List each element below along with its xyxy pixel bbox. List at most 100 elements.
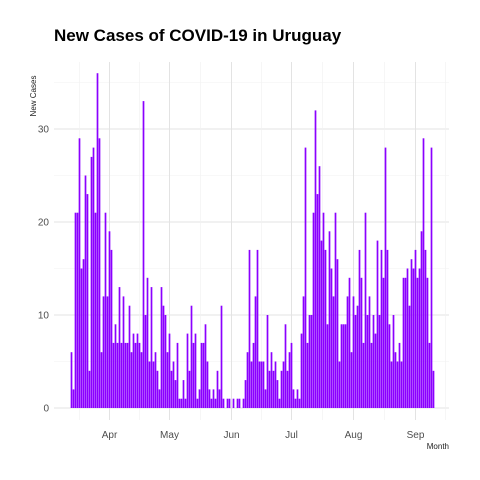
bar	[421, 231, 423, 408]
bar	[379, 315, 381, 408]
bar	[189, 371, 191, 408]
bar	[215, 399, 217, 408]
bar	[119, 287, 121, 408]
bar	[361, 278, 363, 408]
bar	[397, 362, 399, 409]
bar	[351, 352, 353, 408]
bar	[287, 371, 289, 408]
bar	[187, 334, 189, 408]
bar	[77, 213, 79, 408]
bar	[315, 110, 317, 408]
bar	[327, 324, 329, 408]
bar	[99, 138, 101, 408]
x-axis-label: Month	[427, 442, 449, 451]
bar	[403, 278, 405, 408]
bar	[75, 213, 77, 408]
bar	[199, 389, 201, 408]
bar	[173, 362, 175, 409]
y-axis-label: New Cases	[29, 76, 38, 117]
bar	[111, 250, 113, 408]
bar	[365, 213, 367, 408]
bar	[385, 148, 387, 408]
bar	[313, 213, 315, 408]
bar	[331, 269, 333, 409]
bar	[127, 343, 129, 408]
bar	[319, 166, 321, 408]
bar	[389, 324, 391, 408]
bar	[291, 343, 293, 408]
y-tick-label: 10	[38, 311, 50, 322]
bar	[155, 352, 157, 408]
bar	[253, 343, 255, 408]
bar	[115, 324, 117, 408]
bar	[349, 278, 351, 408]
bar	[217, 371, 219, 408]
bar	[267, 315, 269, 408]
bar	[391, 362, 393, 409]
bar	[161, 287, 163, 408]
bar	[229, 399, 231, 408]
bar	[105, 213, 107, 408]
bar	[251, 362, 253, 409]
bar	[213, 389, 215, 408]
bar	[107, 296, 109, 408]
bar	[223, 399, 225, 408]
bar	[425, 250, 427, 408]
bar	[255, 296, 257, 408]
bar	[275, 362, 277, 409]
bar	[177, 343, 179, 408]
bar	[301, 334, 303, 408]
bar	[103, 296, 105, 408]
bar	[261, 362, 263, 409]
bar	[269, 371, 271, 408]
bar	[175, 380, 177, 408]
bar	[345, 324, 347, 408]
bar	[71, 352, 73, 408]
bar	[73, 389, 75, 408]
bar	[159, 389, 161, 408]
bar	[377, 241, 379, 408]
bar	[181, 399, 183, 408]
bar	[109, 231, 111, 408]
bar	[165, 315, 167, 408]
bar	[97, 73, 99, 408]
x-tick-label: Sep	[407, 430, 425, 441]
bar	[219, 389, 221, 408]
bar	[265, 389, 267, 408]
bar	[157, 371, 159, 408]
bar	[423, 138, 425, 408]
bar	[431, 148, 433, 408]
bar	[243, 399, 245, 408]
bar	[357, 306, 359, 408]
bar	[131, 352, 133, 408]
bar	[81, 269, 83, 409]
bar	[169, 334, 171, 408]
bar	[137, 334, 139, 408]
bar	[363, 343, 365, 408]
bar	[373, 315, 375, 408]
bar	[341, 324, 343, 408]
y-tick-label: 0	[43, 404, 49, 415]
bar	[195, 334, 197, 408]
bar	[347, 296, 349, 408]
bar	[339, 362, 341, 409]
x-tick-label: Jun	[223, 430, 239, 441]
bar	[85, 176, 87, 409]
bar	[151, 287, 153, 408]
bar	[309, 315, 311, 408]
bar	[239, 399, 241, 408]
bar	[141, 352, 143, 408]
bar	[329, 231, 331, 408]
bar	[311, 315, 313, 408]
bar	[101, 352, 103, 408]
bar	[323, 213, 325, 408]
bar	[399, 343, 401, 408]
bar	[405, 278, 407, 408]
x-tick-label: Jul	[285, 430, 298, 441]
bar	[259, 362, 261, 409]
bar	[129, 306, 131, 408]
bar	[355, 315, 357, 408]
bar	[233, 399, 235, 408]
bar	[285, 324, 287, 408]
